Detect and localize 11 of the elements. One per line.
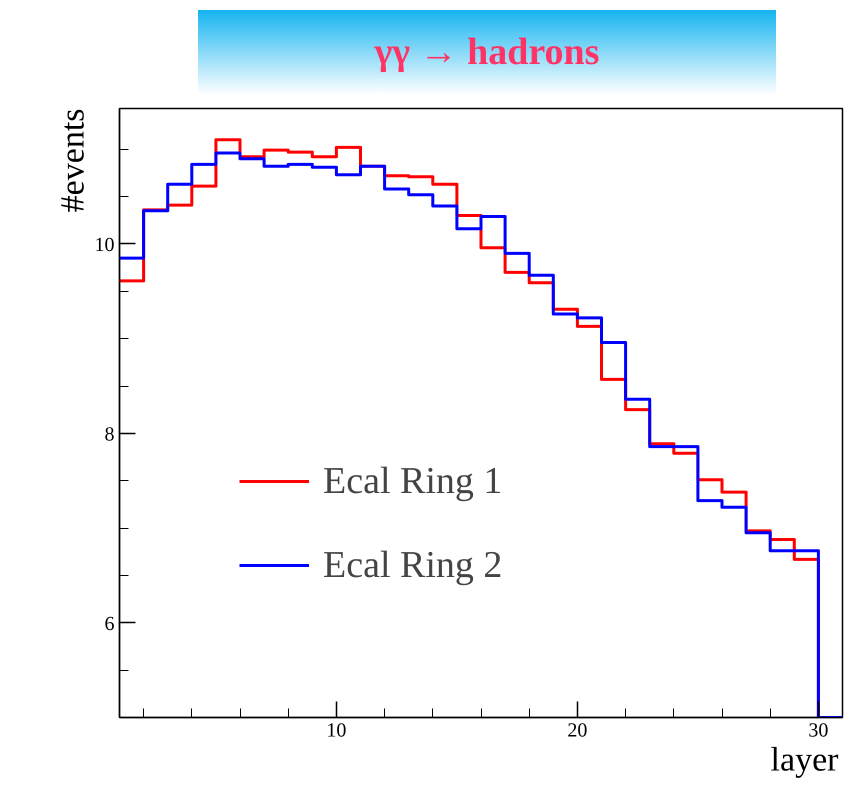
- x-tick-label: 20: [567, 720, 588, 742]
- y-tick-label: 6: [104, 612, 114, 635]
- x-tick-label: 30: [808, 720, 828, 742]
- legend-label: Ecal Ring 1: [323, 459, 502, 503]
- x-tick-label: 10: [326, 720, 346, 742]
- legend-label: Ecal Ring 2: [323, 543, 502, 587]
- chart-title: γγ → hadrons: [374, 30, 600, 76]
- y-tick-label: 10: [94, 234, 114, 256]
- y-tick-label: 8: [104, 423, 114, 446]
- x-axis-title: layer: [770, 742, 840, 778]
- y-axis-title: #events: [54, 108, 92, 212]
